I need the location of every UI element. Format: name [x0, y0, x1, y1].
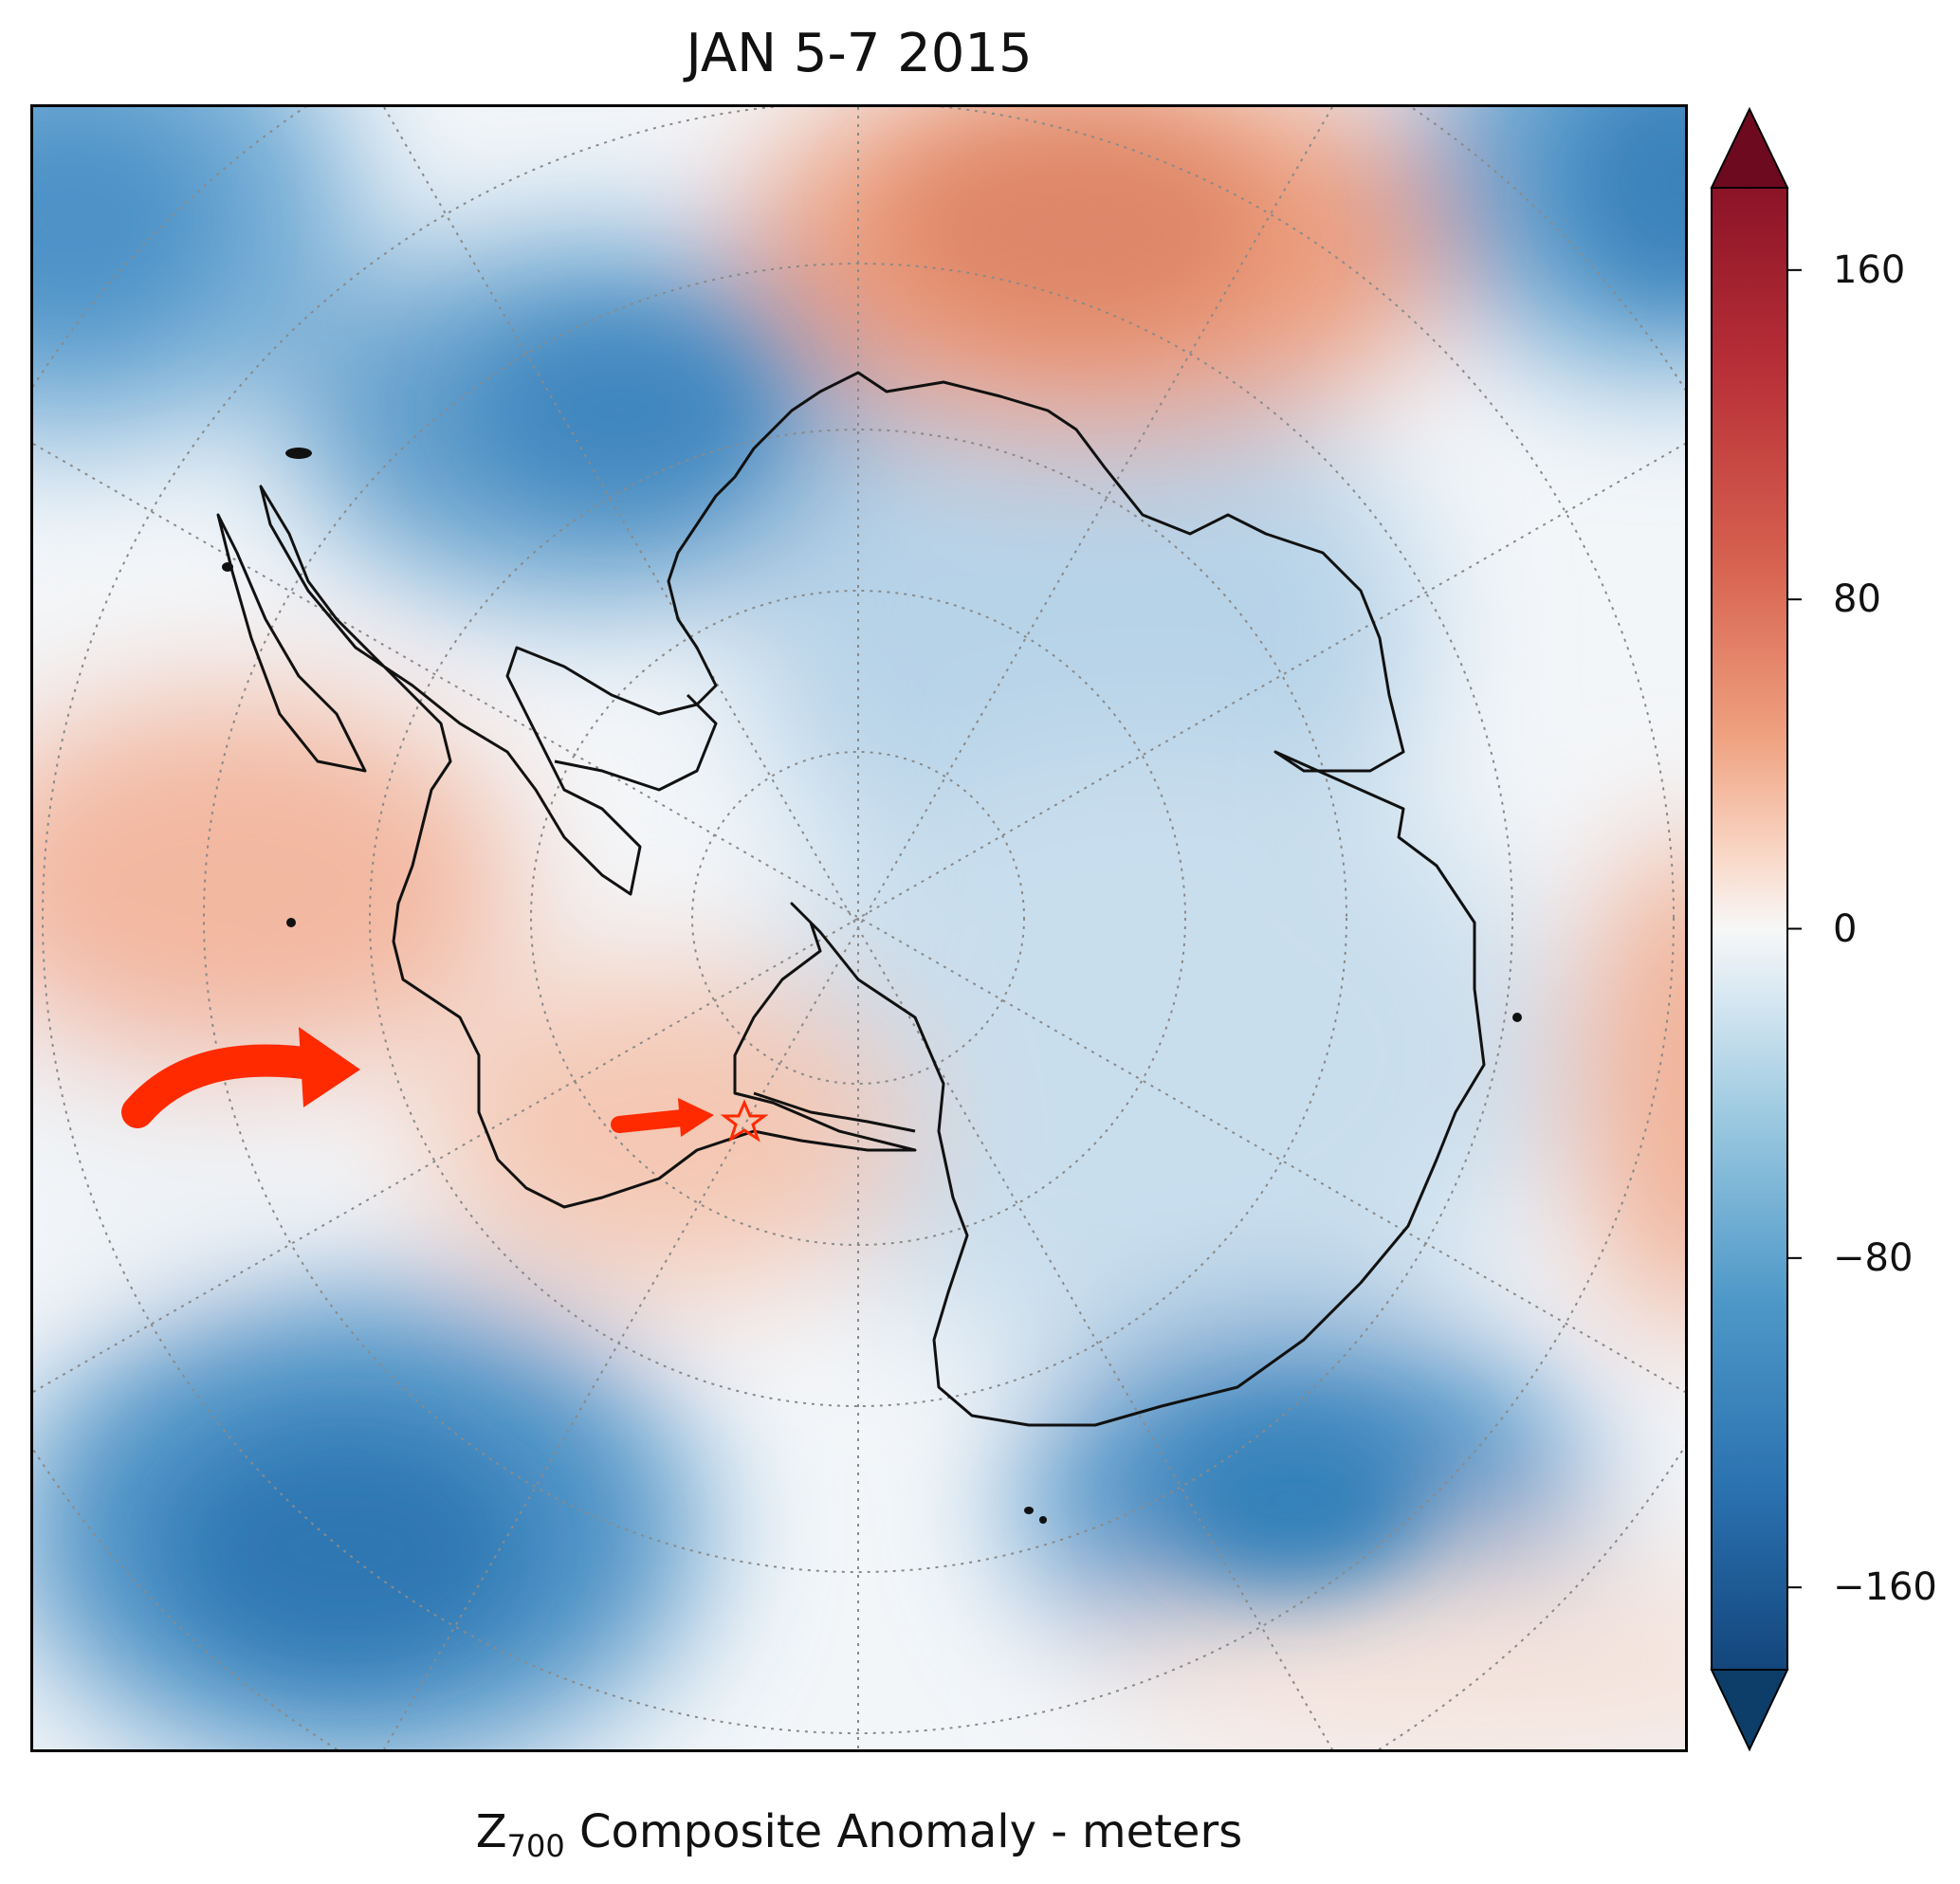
islands	[222, 448, 1522, 1524]
high-anomaly-ross	[422, 970, 915, 1292]
map-title: JAN 5-7 2015	[686, 23, 1033, 84]
peninsula-outline	[216, 513, 367, 773]
colorbar-tick-label: −80	[1833, 1235, 1914, 1280]
high-anomaly-west	[33, 695, 517, 1074]
colorbar-tick-marks	[1787, 268, 1802, 1589]
low-anomaly-east	[754, 742, 1550, 1368]
graticule	[33, 107, 1685, 1749]
colorbar	[1710, 106, 1802, 1752]
annotations	[121, 1027, 769, 1143]
colorbar-tick-labels: 160 80 0 −80 −160	[1707, 95, 1960, 1764]
colorbar-tick-label: 80	[1833, 577, 1881, 622]
colorbar-extend-bottom	[1710, 1669, 1789, 1752]
straight-arrow	[611, 1109, 691, 1133]
weddell-ice-shelf	[554, 693, 718, 792]
ross-ice-shelf	[753, 1091, 916, 1133]
anomaly-map	[33, 107, 1685, 1749]
colorbar-tick-label: 160	[1833, 247, 1906, 292]
colorbar-tick-label: 0	[1833, 906, 1858, 951]
star-marker	[720, 1099, 769, 1143]
map-panel	[30, 104, 1688, 1752]
colorbar-label: Z700 Composite Anomaly - meters	[475, 1805, 1243, 1864]
curved-arrow	[121, 1044, 334, 1128]
colorbar-tick-label: −160	[1833, 1565, 1937, 1610]
straight-arrow-head	[678, 1098, 714, 1137]
colorbar-gradient	[1711, 187, 1788, 1671]
curved-arrow-head	[299, 1027, 360, 1107]
high-anomaly-east-edge	[1569, 839, 1685, 1328]
